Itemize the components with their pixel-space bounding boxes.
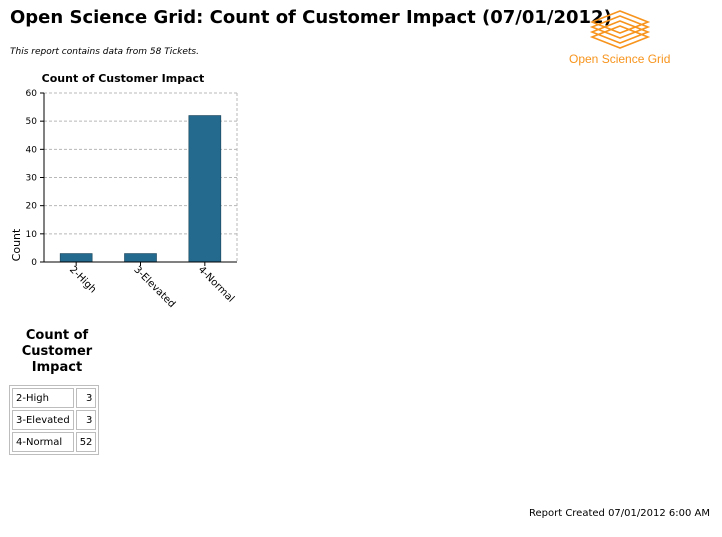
bar — [188, 115, 222, 263]
page-title: Open Science Grid: Count of Customer Imp… — [10, 7, 612, 28]
logo-diamond-icon — [589, 10, 651, 49]
y-tick-label: 30 — [26, 174, 38, 184]
table-row: 4-Normal 52 — [12, 432, 97, 452]
table-title-line: Impact — [31, 360, 83, 375]
chart-title: Count of Customer Impact — [42, 72, 205, 85]
bar — [59, 253, 93, 263]
row-count: 52 — [75, 432, 97, 452]
summary-table: 2-High 3 3-Elevated 3 4-Normal 52 — [9, 385, 100, 455]
axes — [40, 92, 237, 266]
y-tick-label: 20 — [26, 202, 38, 212]
row-count: 3 — [75, 410, 97, 430]
bars — [59, 115, 222, 263]
bar-chart: Count of Customer Impact Count 0 10 20 30 40… — [10, 72, 238, 310]
y-tick-label: 40 — [26, 145, 38, 155]
y-tick-label: 50 — [26, 117, 38, 127]
x-tick-label: 2-High — [67, 264, 98, 295]
table-row: 3-Elevated 3 — [12, 410, 97, 430]
table-title-line: Count of — [25, 328, 89, 343]
logo-text: Open Science Grid — [569, 52, 670, 66]
table-title-line: Customer — [21, 344, 93, 359]
x-tick-label: 4-Normal — [196, 264, 236, 304]
row-count: 3 — [75, 388, 97, 408]
x-tick-label: 3-Elevated — [131, 264, 177, 310]
row-label: 4-Normal — [12, 432, 74, 452]
report-created-footer: Report Created 07/01/2012 6:00 AM — [528, 508, 710, 519]
y-tick-label: 10 — [26, 230, 38, 240]
report-summary: This report contains data from 58 Ticket… — [10, 47, 199, 57]
row-label: 3-Elevated — [12, 410, 74, 430]
y-tick-label: 0 — [31, 258, 37, 268]
table-title: Count of Customer Impact — [12, 328, 102, 376]
y-tick-label: 60 — [26, 89, 38, 99]
bar — [124, 253, 157, 263]
row-label: 2-High — [12, 388, 74, 408]
table-row: 2-High 3 — [12, 388, 97, 408]
osg-logo: Open Science Grid — [569, 10, 670, 66]
y-axis-label: Count — [10, 228, 23, 261]
